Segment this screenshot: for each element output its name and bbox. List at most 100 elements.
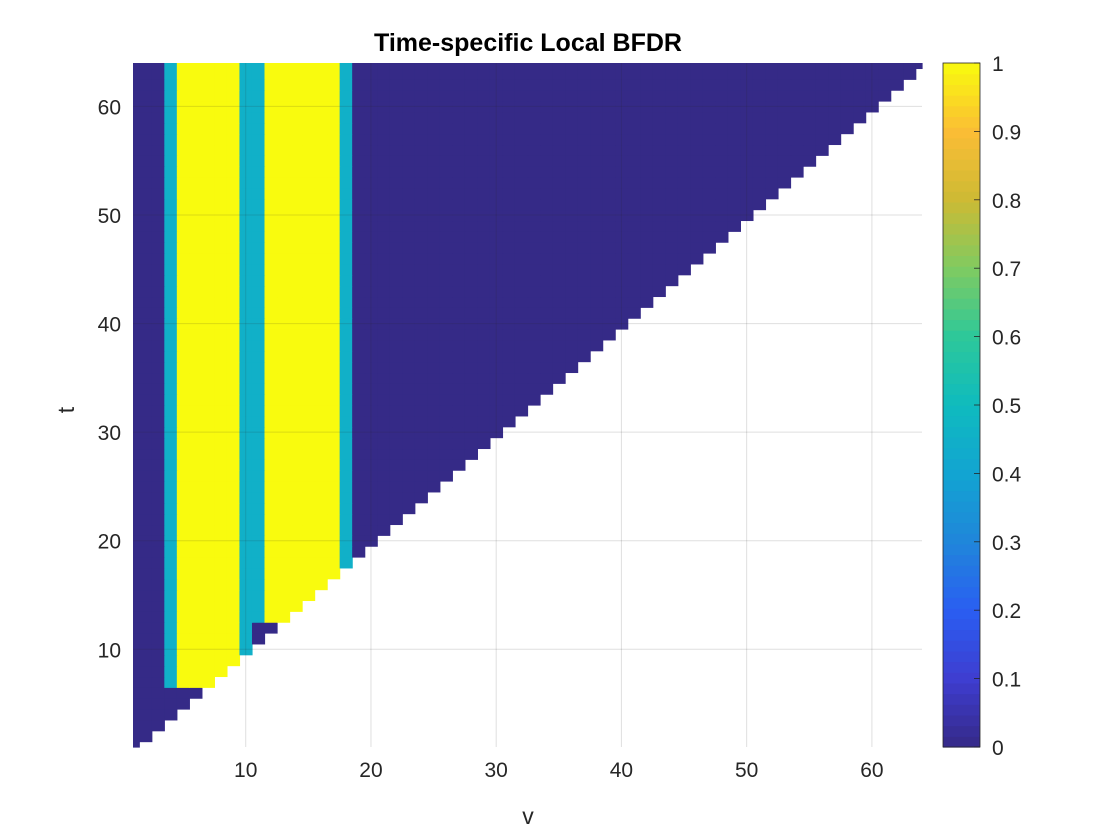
heatmap-cell [226,448,241,460]
heatmap-cell [352,339,366,352]
heatmap-cell [615,263,629,276]
heatmap-cell [452,285,466,298]
heatmap-cell [327,426,341,439]
colorbar-tick-label: 0.1 [992,669,1021,692]
heatmap-cell [139,296,153,308]
heatmap-cell [364,502,378,515]
heatmap-cell [327,350,341,363]
heatmap-cell [552,372,566,384]
heatmap-cell [364,144,378,156]
colorbar-strip [943,159,980,171]
heatmap-cell [540,166,554,178]
heatmap-cell [452,101,466,113]
heatmap-cell [364,231,378,243]
heatmap-cell [339,79,353,91]
heatmap-cell [164,633,178,645]
heatmap-cell [133,350,140,363]
heatmap-cell [277,187,291,200]
heatmap-cell [690,111,704,124]
heatmap-cell [264,166,278,178]
heatmap-cell [251,361,266,374]
heatmap-cell [577,263,591,276]
heatmap-cell [615,144,629,156]
heatmap-cell [615,122,629,135]
heatmap-cell [151,654,165,667]
heatmap-cell [690,133,704,146]
colorbar-strip [943,308,980,321]
heatmap-cell [133,633,140,645]
heatmap-cell [133,155,140,167]
heatmap-cell [226,491,241,504]
heatmap-cell [289,209,303,222]
heatmap-cell [164,79,178,91]
heatmap-cell [277,101,291,113]
heatmap-cell [139,144,153,156]
heatmap-cell [139,253,153,265]
heatmap-cell [502,90,516,102]
heatmap-cell [452,68,466,80]
heatmap-cell [239,513,253,526]
heatmap-cell [752,101,767,113]
heatmap-cell [139,622,153,634]
heatmap-cell [402,426,416,439]
heatmap-cell [777,79,792,91]
heatmap-cell [853,90,867,102]
heatmap-cell [176,557,190,569]
heatmap-cell [189,133,203,146]
heatmap-cell [164,372,178,384]
heatmap-cell [133,437,140,450]
colorbar-strip [943,84,980,96]
heatmap-cell [239,101,253,113]
heatmap-cell [502,415,516,428]
heatmap-cell [164,122,178,135]
heatmap-cell [139,567,153,580]
heatmap-cell [139,665,153,678]
heatmap-cell [477,383,491,395]
heatmap-cell [314,296,328,308]
heatmap-cell [514,111,529,124]
heatmap-cell [314,448,328,460]
heatmap-cell [565,285,579,298]
heatmap-cell [377,101,391,113]
heatmap-cell [327,470,341,482]
heatmap-cell [727,155,741,167]
heatmap-cell [133,535,140,547]
colorbar-strip [943,180,980,192]
heatmap-cell [314,68,328,80]
heatmap-cell [402,502,416,515]
heatmap-cell [314,63,328,70]
heatmap-cell [514,296,529,308]
heatmap-cell [502,231,516,243]
heatmap-cell [133,90,140,102]
heatmap-cell [665,133,679,146]
heatmap-cell [189,198,203,211]
heatmap-cell [364,394,378,406]
heatmap-cell [577,318,591,330]
heatmap-cell [251,578,266,591]
heatmap-cell [402,394,416,406]
heatmap-cell [226,253,241,265]
heatmap-cell [277,285,291,298]
heatmap-cell [314,383,328,395]
heatmap-cell [377,220,391,232]
heatmap-cell [389,144,403,156]
heatmap-cell [565,263,579,276]
heatmap-cell [327,198,341,211]
heatmap-cell [151,415,165,428]
colorbar-strip [943,682,980,695]
heatmap-cell [590,329,604,341]
heatmap-cell [239,589,253,602]
heatmap-cell [427,415,441,428]
heatmap-cell [677,155,691,167]
heatmap-cell [815,63,829,70]
heatmap-cell [239,122,253,135]
heatmap-cell [239,470,253,482]
heatmap-cell [502,133,516,146]
heatmap-cell [414,296,428,308]
heatmap-cell [414,470,428,482]
heatmap-cell [189,242,203,254]
heatmap-cell [139,177,153,189]
heatmap-cell [427,155,441,167]
heatmap-cell [352,242,366,254]
heatmap-cell [652,101,666,113]
